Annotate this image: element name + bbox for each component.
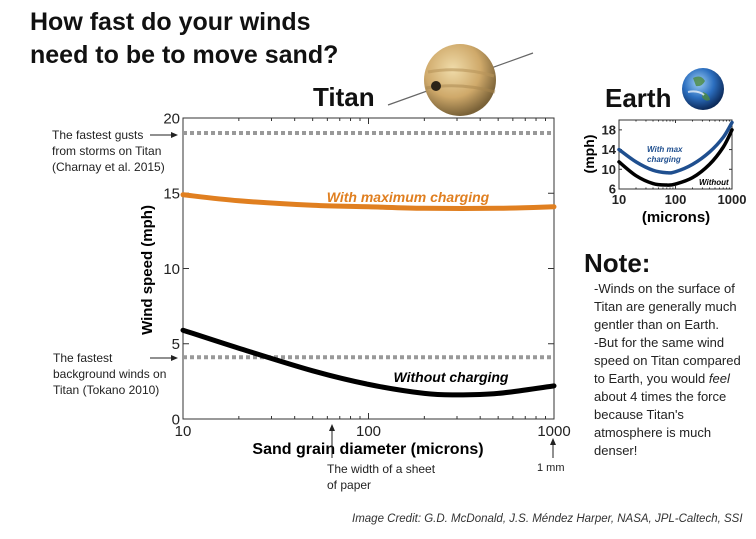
y-tick-label: 20 bbox=[163, 110, 180, 127]
annotation-gusts-line-1: The fastest gusts bbox=[52, 128, 144, 142]
title-line-1: How fast do your winds bbox=[30, 8, 311, 36]
y-axis-label: Wind speed (mph) bbox=[139, 205, 156, 335]
y-tick-label: 10 bbox=[163, 261, 180, 278]
note-line-2: -But for the same wind speed on Titan co… bbox=[594, 334, 754, 460]
y-tick-label: 18 bbox=[602, 122, 616, 137]
inset-x-axis-label: (microns) bbox=[642, 209, 710, 226]
y-tick-label: 5 bbox=[172, 336, 180, 353]
earth-label: Earth bbox=[605, 83, 672, 113]
note-line-1: -Winds on the surface of Titan are gener… bbox=[594, 281, 737, 332]
annotation-paper: The width of a sheet of paper bbox=[327, 461, 435, 493]
annotation-gusts-line-2: from storms on Titan bbox=[52, 144, 162, 158]
note-line-2-emphasis: feel bbox=[708, 371, 730, 386]
earth-illustration bbox=[682, 68, 724, 110]
series-line-without-charging bbox=[180, 327, 557, 398]
series-line-with-charging bbox=[180, 192, 557, 211]
x-tick-label: 1000 bbox=[537, 423, 570, 440]
x-axis-label: Sand grain diameter (microns) bbox=[252, 441, 483, 458]
titan-label: Titan bbox=[313, 82, 375, 112]
note-line-2-pre: -But for the same wind speed on Titan co… bbox=[594, 335, 741, 386]
y-tick-label: 6 bbox=[609, 182, 616, 197]
note-body: -Winds on the surface of Titan are gener… bbox=[594, 280, 754, 460]
x-tick-label: 10 bbox=[612, 192, 626, 207]
annotation-gusts: The fastest gusts from storms on Titan (… bbox=[52, 127, 165, 175]
titan-chart: 0 5 10 15 20 10 100 1000 Sand grain diameter (… bbox=[139, 110, 571, 458]
annotation-background-line-3: Titan (Tokano 2010) bbox=[53, 383, 160, 397]
series-line-without-charging bbox=[617, 128, 734, 187]
annotation-paper-line-1: The width of a sheet bbox=[327, 462, 436, 476]
series-label-without-charging: Without charging bbox=[394, 369, 509, 385]
series-label-with-charging: With maximum charging bbox=[327, 189, 490, 205]
annotation-background: The fastest background winds on Titan (T… bbox=[53, 350, 166, 398]
inset-series-label-black: Without bbox=[699, 178, 729, 187]
page-title: How fast do your winds need to be to mov… bbox=[30, 6, 450, 72]
annotation-background-line-1: The fastest bbox=[53, 351, 113, 365]
x-tick-label: 10 bbox=[175, 423, 192, 440]
inset-series-label-blue: With max charging bbox=[647, 145, 685, 164]
series-line-with-charging bbox=[617, 120, 734, 175]
image-credit: Image Credit: G.D. McDonald, J.S. Méndez… bbox=[352, 513, 743, 525]
arrow-paper bbox=[329, 424, 335, 458]
y-tick-label: 15 bbox=[163, 186, 180, 203]
annotation-paper-line-2: of paper bbox=[327, 478, 372, 492]
note-heading: Note: bbox=[584, 248, 651, 278]
saturn-illustration bbox=[387, 44, 534, 116]
annotation-background-line-2: background winds on bbox=[53, 367, 167, 381]
arrow-gusts bbox=[150, 132, 178, 138]
title-line-2: need to be to move sand? bbox=[30, 41, 339, 69]
note-line-2-post: about 4 times the force because Titan's … bbox=[594, 389, 727, 458]
y-tick-label: 14 bbox=[602, 142, 617, 157]
x-tick-label: 1000 bbox=[718, 192, 747, 207]
x-tick-label: 100 bbox=[665, 192, 687, 207]
x-tick-label: 100 bbox=[356, 423, 381, 440]
arrow-mm bbox=[550, 438, 556, 458]
y-tick-label: 0 bbox=[172, 411, 180, 428]
annotation-gusts-line-3: (Charnay et al. 2015) bbox=[52, 160, 165, 174]
annotation-mm: 1 mm bbox=[537, 462, 565, 474]
inset-y-axis-label: (mph) bbox=[581, 135, 597, 174]
y-tick-label: 10 bbox=[602, 162, 616, 177]
inset-blue-label-line-1: With max bbox=[647, 145, 683, 154]
arrow-background bbox=[150, 355, 178, 361]
inset-blue-label-line-2: charging bbox=[647, 155, 681, 164]
